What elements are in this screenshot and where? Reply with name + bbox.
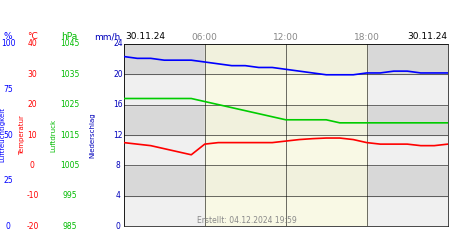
Text: 1005: 1005 xyxy=(60,161,80,170)
Bar xyxy=(124,104,448,135)
Text: 100: 100 xyxy=(1,39,15,48)
Text: 10: 10 xyxy=(27,130,37,140)
Text: 30.11.24: 30.11.24 xyxy=(125,32,165,41)
Text: °C: °C xyxy=(27,32,38,41)
Text: 20: 20 xyxy=(113,70,123,79)
Text: 16: 16 xyxy=(113,100,123,109)
Text: 24: 24 xyxy=(113,39,123,48)
Text: 1045: 1045 xyxy=(60,39,80,48)
Text: 4: 4 xyxy=(116,191,121,200)
Bar xyxy=(124,135,448,166)
Bar xyxy=(124,44,448,74)
Text: 995: 995 xyxy=(63,191,77,200)
Text: 0: 0 xyxy=(116,222,121,231)
Text: 30.11.24: 30.11.24 xyxy=(408,32,448,41)
Bar xyxy=(124,74,448,104)
Text: 30: 30 xyxy=(27,70,37,79)
Bar xyxy=(124,166,448,196)
Text: -20: -20 xyxy=(26,222,39,231)
Text: 1035: 1035 xyxy=(60,70,80,79)
Text: Luftdruck: Luftdruck xyxy=(50,118,56,152)
Bar xyxy=(205,44,367,226)
Text: Luftfeuchtigkeit: Luftfeuchtigkeit xyxy=(0,108,5,162)
Text: 985: 985 xyxy=(63,222,77,231)
Text: Temperatur: Temperatur xyxy=(18,115,25,155)
Text: 8: 8 xyxy=(116,161,121,170)
Bar xyxy=(124,196,448,226)
Text: 25: 25 xyxy=(3,176,13,185)
Text: hPa: hPa xyxy=(62,32,78,41)
Text: mm/h: mm/h xyxy=(94,32,120,41)
Text: 12: 12 xyxy=(113,130,123,140)
Text: 75: 75 xyxy=(3,85,13,94)
Text: -10: -10 xyxy=(26,191,39,200)
Text: 50: 50 xyxy=(3,130,13,140)
Text: %: % xyxy=(4,32,13,41)
Text: 20: 20 xyxy=(27,100,37,109)
Text: 1015: 1015 xyxy=(60,130,79,140)
Text: 1025: 1025 xyxy=(60,100,79,109)
Text: 40: 40 xyxy=(27,39,37,48)
Text: Niederschlag: Niederschlag xyxy=(89,112,95,158)
Text: Erstellt: 04.12.2024 19:59: Erstellt: 04.12.2024 19:59 xyxy=(197,216,297,225)
Text: 0: 0 xyxy=(30,161,35,170)
Text: 0: 0 xyxy=(6,222,10,231)
